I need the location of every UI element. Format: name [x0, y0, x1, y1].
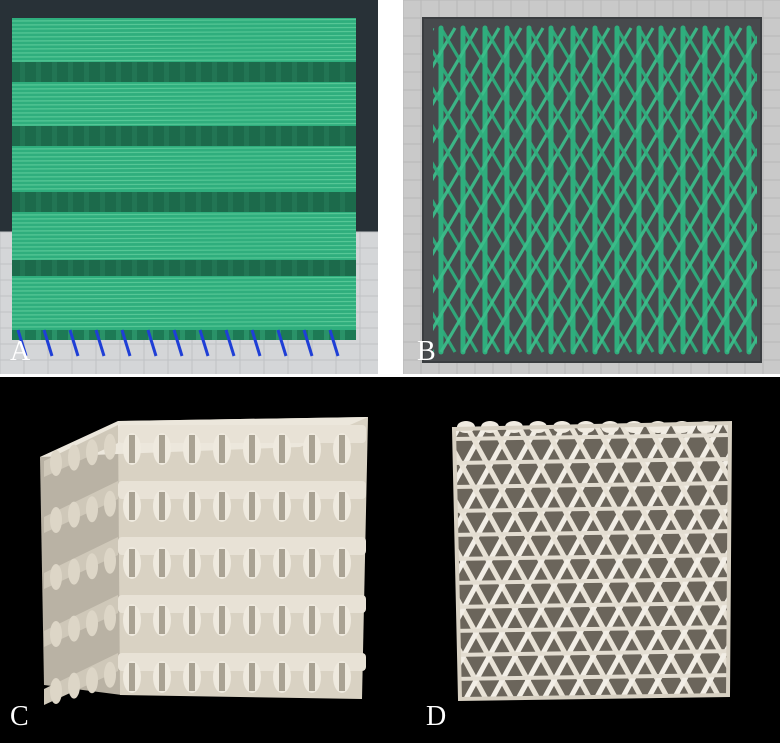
panel-d-printed-lattice-photo: D — [390, 377, 780, 743]
panel-label-a: A — [10, 336, 31, 367]
panel-a-sliced-side-view: A — [0, 0, 378, 374]
lattice-side-render — [0, 18, 378, 374]
panel-label-d: D — [426, 701, 447, 732]
panel-c-printed-cube-photo: C — [0, 377, 390, 743]
panel-label-c: C — [10, 701, 29, 732]
lattice-top-render — [403, 0, 780, 374]
printed-lattice-face — [451, 420, 733, 702]
panel-label-b: B — [417, 336, 436, 367]
printed-cube-side — [40, 417, 368, 705]
panel-b-sliced-top-view: B — [403, 0, 780, 374]
